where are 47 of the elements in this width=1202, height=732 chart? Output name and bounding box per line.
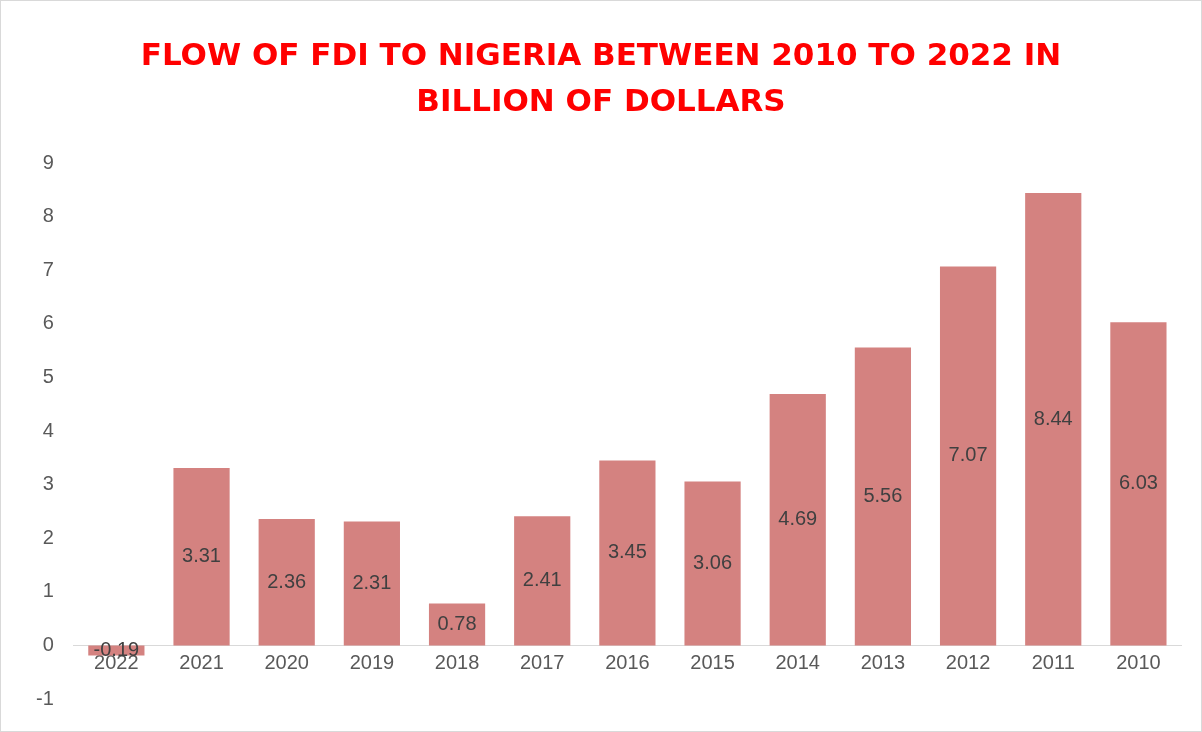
y-tick-label: 5 [42,364,54,387]
x-tick-label: 2010 [1116,650,1161,673]
data-label: 2.36 [267,569,307,592]
x-tick-label: 2018 [434,650,480,673]
y-tick-label: 3 [42,472,54,495]
y-tick-label: 9 [42,150,54,173]
bar [258,518,315,646]
bar [854,347,912,646]
y-tick-label: 2 [42,525,54,548]
x-tick-label: 2011 [1031,650,1075,673]
y-tick-label: 0 [42,632,54,655]
x-tick-label: 2019 [349,650,395,673]
x-tick-label: 2015 [690,650,735,673]
x-tick-label: 2013 [860,650,906,673]
data-label: 8.44 [1033,406,1073,429]
data-label: 4.69 [778,507,818,530]
data-label: 5.56 [863,483,903,506]
bar [343,521,400,646]
data-label: 2.41 [522,568,562,591]
bar [599,460,656,646]
bar [173,467,230,646]
x-tick-label: 2017 [519,650,565,673]
chart-title: FLOW OF FDI TO NIGERIA BETWEEN 2010 TO 2022 IN BILLION OF DOLLARS [139,35,1063,120]
bar [1025,193,1082,646]
y-tick-label: 7 [42,257,54,280]
x-tick-label: 2012 [945,650,991,673]
x-tick-label: 2021 [179,650,224,673]
y-tick-label: -1 [35,686,54,709]
data-label: 7.07 [948,443,988,466]
bar [514,516,571,646]
y-tick-label: 6 [42,311,54,334]
data-label: 3.31 [182,544,222,567]
bar [1110,322,1167,646]
x-tick-label: 2014 [775,650,820,673]
x-tick-label: 2020 [264,650,309,673]
data-label: 2.31 [352,571,392,594]
data-label: 0.78 [437,612,477,635]
y-tick-label: 1 [42,579,54,602]
bar [939,266,997,646]
x-tick-label: 2016 [605,650,650,673]
y-tick-label: 4 [42,418,54,441]
data-label: 3.45 [607,540,647,563]
y-tick-label: 8 [42,204,54,227]
data-label: 6.03 [1118,471,1158,494]
data-label: 3.06 [693,550,733,573]
bar [684,481,741,646]
bar [769,394,826,646]
